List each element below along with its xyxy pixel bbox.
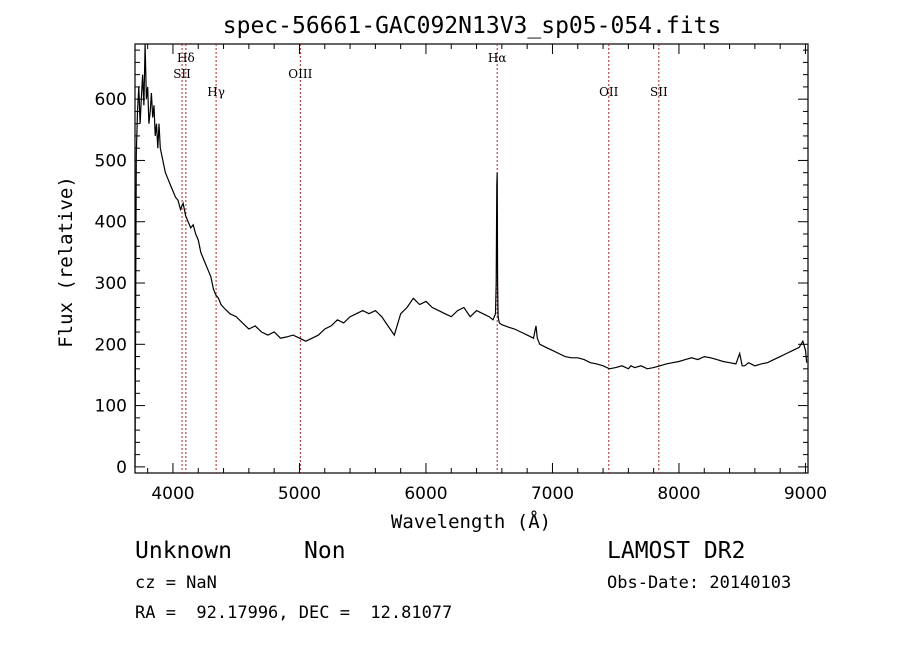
y-tick-label: 300 — [95, 274, 127, 294]
spectrum-line — [134, 43, 808, 467]
x-tick-label: 5000 — [278, 484, 321, 504]
object-class: Unknown — [135, 538, 232, 564]
marker-label: SII — [173, 67, 191, 81]
plot-border — [134, 43, 809, 474]
marker-label: OII — [599, 85, 619, 99]
x-tick-label: 8000 — [657, 484, 700, 504]
marker-label: OIII — [288, 67, 312, 81]
y-axis-label: Flux (relative) — [55, 176, 77, 348]
x-axis-label: Wavelength (Å) — [391, 510, 551, 533]
marker-label: SII — [650, 85, 668, 99]
x-tick-label: 6000 — [404, 484, 447, 504]
y-tick-label: 400 — [95, 213, 127, 233]
observation-date: Obs-Date: 20140103 — [607, 573, 792, 593]
y-tick-label: 600 — [95, 90, 127, 110]
marker-label: Hδ — [177, 51, 195, 65]
x-tick-label: 4000 — [151, 484, 194, 504]
marker-label: Hα — [488, 51, 507, 65]
y-tick-label: 200 — [95, 335, 127, 355]
y-tick-label: 0 — [116, 458, 127, 478]
y-axis-ticks: 0 100 200 300 400 500 600 — [95, 49, 808, 478]
redshift-value: cz = NaN — [135, 573, 217, 593]
y-tick-label: 500 — [95, 151, 127, 171]
coordinates: RA = 92.17996, DEC = 12.81077 — [135, 603, 453, 623]
x-axis-ticks: 4000 5000 6000 7000 8000 9000 — [147, 44, 827, 504]
emission-line-markers: Hδ SII Hγ OIII Hα OII SII — [173, 44, 668, 473]
y-tick-label: 100 — [95, 397, 127, 417]
chart-title: spec-56661-GAC092N13V3_sp05-054.fits — [223, 13, 722, 39]
object-subclass: Non — [304, 538, 346, 564]
x-tick-label: 7000 — [531, 484, 574, 504]
survey-name: LAMOST DR2 — [607, 538, 746, 564]
marker-label: Hγ — [207, 85, 225, 99]
plot-frame — [134, 43, 809, 474]
x-tick-label: 9000 — [784, 484, 827, 504]
